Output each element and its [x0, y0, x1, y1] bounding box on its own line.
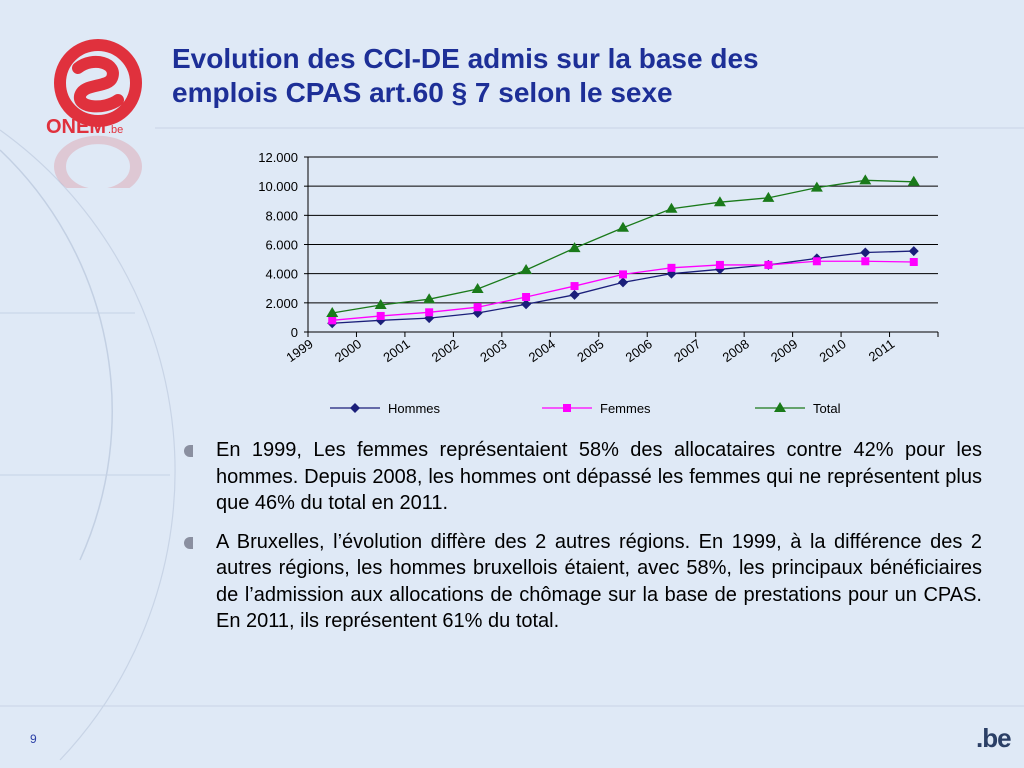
data-point-total [713, 196, 726, 207]
data-point-femmes [425, 308, 434, 317]
page-number: 9 [30, 732, 37, 746]
bullet-text: A Bruxelles, l’évolution diffère des 2 a… [216, 530, 982, 633]
bullet-icon [184, 536, 193, 549]
onem-logo-icon: ONEM .be [46, 39, 142, 188]
bullet-list: En 1999, Les femmes représentaient 58% d… [184, 437, 982, 647]
legend-label: Hommes [388, 401, 441, 416]
bullet-text: En 1999, Les femmes représentaient 58% d… [216, 439, 982, 514]
data-point-total [326, 307, 339, 318]
x-tick-label: 2001 [380, 336, 412, 365]
data-point-femmes [861, 257, 870, 266]
x-tick-label: 2002 [429, 336, 461, 365]
series-line-femmes [332, 260, 914, 321]
x-tick-label: 2003 [477, 336, 509, 365]
legend-marker [350, 403, 360, 413]
data-point-femmes [715, 260, 724, 269]
data-point-total [423, 293, 436, 304]
y-tick-label: 8.000 [265, 208, 298, 223]
x-tick-label: 2010 [817, 336, 849, 365]
x-tick-label: 2004 [526, 336, 558, 365]
data-point-hommes [666, 268, 677, 279]
data-point-femmes [570, 282, 579, 291]
data-point-total [471, 282, 484, 293]
x-tick-label: 2009 [768, 336, 800, 365]
bullet-icon [184, 445, 193, 457]
data-point-femmes [619, 270, 627, 279]
y-tick-label: 12.000 [258, 150, 298, 165]
x-tick-label: 2006 [623, 336, 655, 365]
logo-text: ONEM [46, 116, 106, 138]
data-point-femmes [909, 258, 918, 266]
data-point-hommes [618, 277, 628, 288]
x-tick-label: 1999 [283, 336, 315, 365]
data-point-total [617, 221, 629, 232]
x-tick-label: 2005 [574, 336, 606, 365]
y-tick-label: 2.000 [265, 296, 298, 311]
data-point-total [568, 242, 581, 253]
x-tick-label: 2000 [332, 336, 364, 365]
data-point-femmes [812, 257, 821, 266]
x-tick-label: 2011 [866, 336, 898, 364]
data-point-total [762, 191, 775, 202]
x-tick-label: 2008 [720, 336, 752, 365]
data-point-femmes [376, 311, 385, 320]
title-line-2: emplois CPAS art.60 § 7 selon le sexe [172, 77, 673, 108]
data-point-hommes [424, 313, 435, 324]
data-point-hommes [521, 299, 532, 310]
be-logo: .be [976, 723, 1012, 753]
page-title: Evolution des CCI-DE admis sur la base d… [172, 42, 992, 110]
data-point-total [907, 175, 920, 186]
data-point-total [520, 264, 533, 275]
data-point-hommes [569, 289, 580, 300]
x-tick-label: 2007 [671, 336, 703, 365]
data-point-femmes [764, 260, 773, 269]
data-point-femmes [473, 303, 482, 312]
legend-label: Femmes [600, 401, 651, 416]
bullet-item: A Bruxelles, l’évolution diffère des 2 a… [184, 529, 982, 635]
y-tick-label: 6.000 [265, 238, 298, 253]
data-point-femmes [328, 316, 337, 325]
legend-marker [563, 404, 571, 412]
data-point-total [859, 174, 872, 185]
title-line-1: Evolution des CCI-DE admis sur la base d… [172, 43, 759, 74]
data-point-total [374, 299, 387, 310]
series-line-total [332, 179, 914, 314]
data-point-hommes [908, 246, 919, 257]
data-point-hommes [860, 247, 871, 258]
legend-marker [774, 402, 786, 412]
data-point-femmes [667, 263, 676, 272]
y-tick-label: 10.000 [258, 179, 298, 194]
legend-label: Total [813, 401, 841, 416]
logo-suffix: .be [108, 124, 123, 136]
line-chart: 0 2.000 4.000 6.000 8.000 10.000 12.000 1999 200… [258, 150, 939, 416]
data-point-total [810, 181, 823, 192]
bullet-item: En 1999, Les femmes représentaient 58% d… [184, 437, 982, 517]
data-point-femmes [522, 293, 531, 301]
y-tick-label: 0 [291, 325, 298, 340]
data-point-total [665, 202, 678, 213]
y-tick-label: 4.000 [265, 267, 298, 282]
